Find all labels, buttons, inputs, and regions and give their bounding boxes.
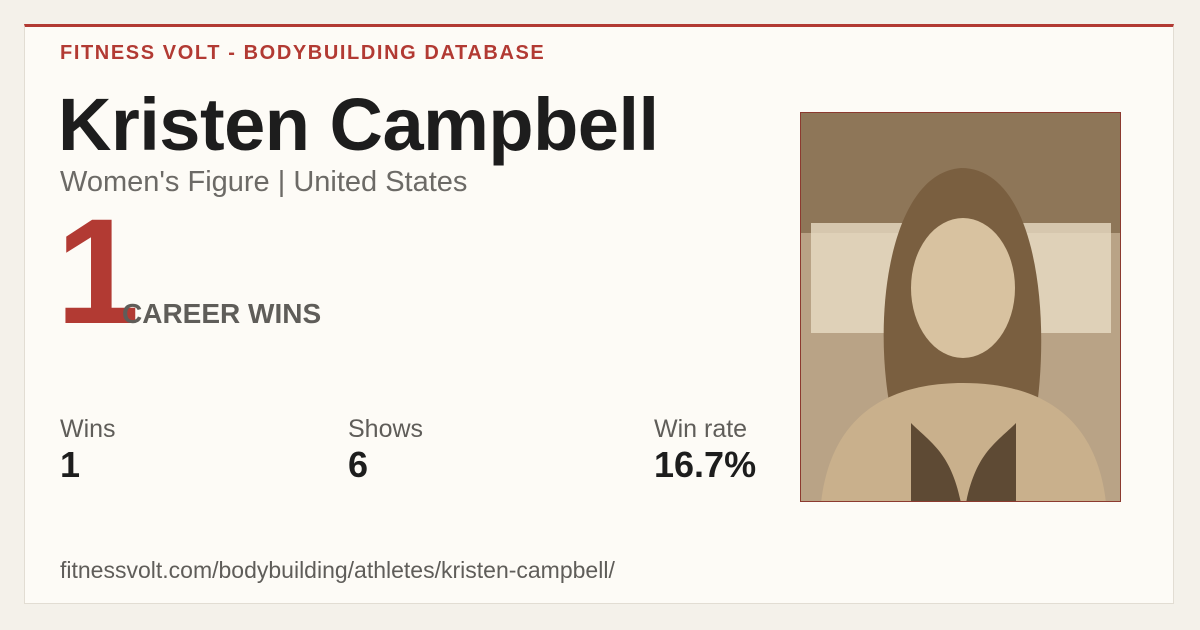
stat-label: Wins bbox=[60, 415, 116, 443]
athlete-name: Kristen Campbell bbox=[58, 83, 659, 166]
stat-label: Win rate bbox=[654, 415, 748, 443]
stat-value: 1 bbox=[60, 444, 81, 485]
athlete-photo bbox=[800, 112, 1121, 502]
photo-placeholder bbox=[801, 113, 1120, 501]
hero-label: CAREER WINS bbox=[122, 298, 322, 329]
stat-value: 16.7% bbox=[654, 444, 757, 485]
url: fitnessvolt.com/bodybuilding/athletes/kr… bbox=[60, 557, 615, 583]
hero-value: 1 bbox=[56, 187, 139, 355]
brand: FITNESS VOLT - BODYBUILDING DATABASE bbox=[60, 42, 546, 64]
athlete-subtitle: Women's Figure | United States bbox=[60, 166, 468, 198]
stat-value: 6 bbox=[348, 444, 369, 485]
stat-label: Shows bbox=[348, 415, 424, 443]
